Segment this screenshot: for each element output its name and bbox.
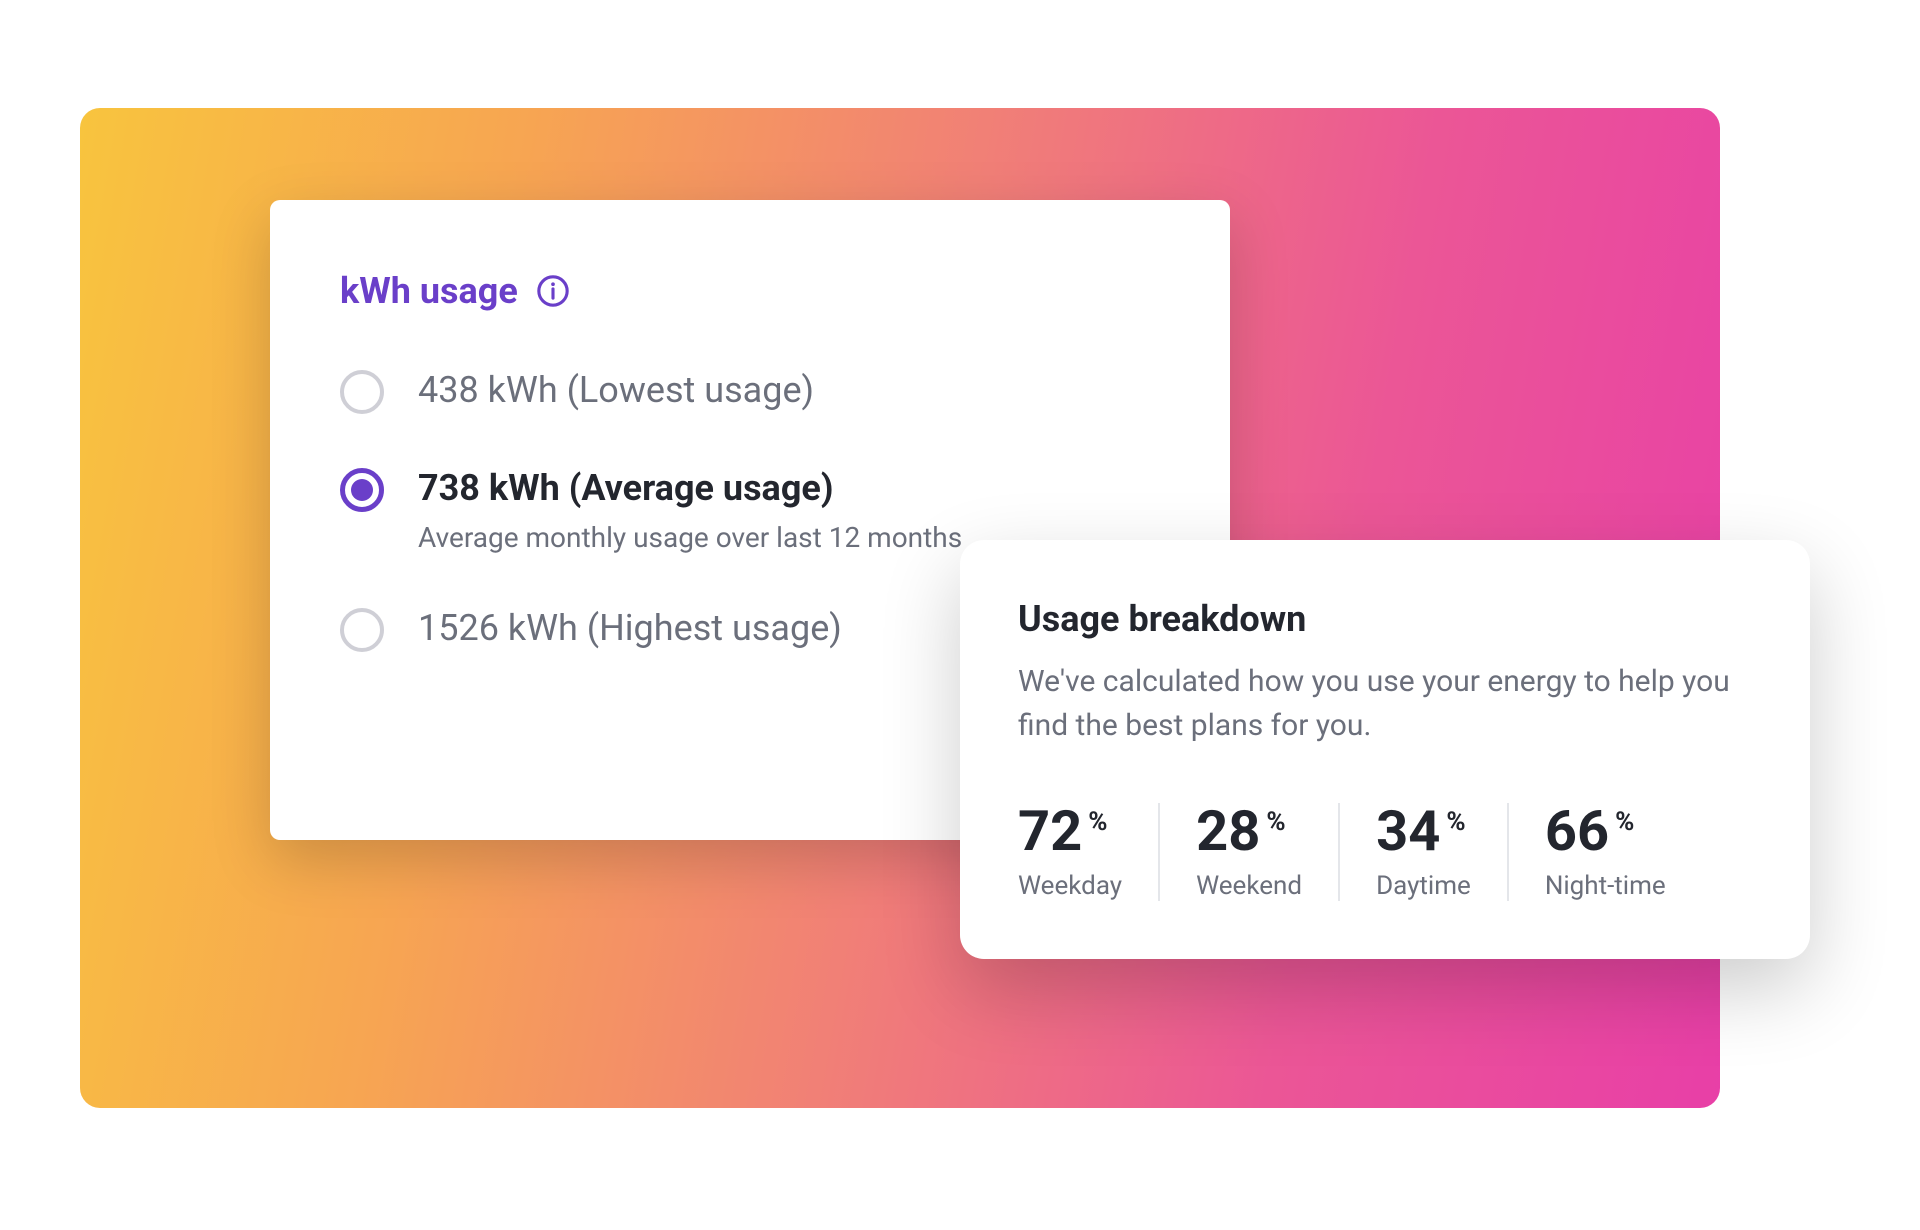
breakdown-stat-weekend: 28 % Weekend	[1158, 803, 1338, 901]
stat-value: 72	[1018, 803, 1082, 859]
stat-value: 34	[1376, 803, 1440, 859]
info-icon[interactable]	[536, 274, 570, 308]
usage-option-sublabel: Average monthly usage over last 12 month…	[418, 521, 962, 554]
radio-icon	[340, 608, 384, 652]
radio-icon	[340, 468, 384, 512]
stat-label: Night-time	[1545, 871, 1666, 901]
breakdown-stat-weekday: 72 % Weekday	[1018, 803, 1158, 901]
breakdown-stats-row: 72 % Weekday 28 % Weekend 34 % Daytime 6…	[1018, 803, 1752, 901]
breakdown-stat-nighttime: 66 % Night-time	[1507, 803, 1702, 901]
breakdown-description: We've calculated how you use your energy…	[1018, 660, 1738, 747]
stat-value: 66	[1545, 803, 1609, 859]
breakdown-title: Usage breakdown	[1018, 598, 1752, 640]
stat-label: Daytime	[1376, 871, 1471, 901]
usage-option-label: 438 kWh (Lowest usage)	[418, 368, 814, 413]
usage-breakdown-card: Usage breakdown We've calculated how you…	[960, 540, 1810, 959]
percent-icon: %	[1266, 807, 1285, 837]
breakdown-stat-daytime: 34 % Daytime	[1338, 803, 1507, 901]
usage-option-lowest[interactable]: 438 kWh (Lowest usage)	[340, 368, 1160, 414]
stat-label: Weekday	[1018, 871, 1122, 901]
radio-icon	[340, 370, 384, 414]
usage-option-label: 1526 kWh (Highest usage)	[418, 606, 842, 651]
percent-icon: %	[1615, 807, 1634, 837]
percent-icon: %	[1088, 807, 1107, 837]
stat-value: 28	[1196, 803, 1260, 859]
percent-icon: %	[1446, 807, 1465, 837]
kwh-usage-header: kWh usage	[340, 270, 1160, 312]
usage-option-label: 738 kWh (Average usage)	[418, 466, 962, 511]
stat-label: Weekend	[1196, 871, 1302, 901]
kwh-usage-title: kWh usage	[340, 270, 518, 312]
